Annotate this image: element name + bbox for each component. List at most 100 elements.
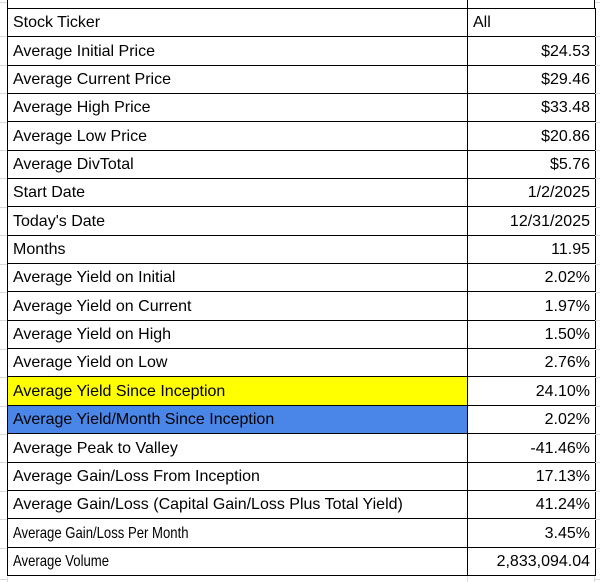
metric-value-cell[interactable]: 2.02% — [467, 263, 596, 293]
gridline-stub-left — [0, 406, 7, 407]
metric-value-cell[interactable]: $33.48 — [467, 93, 596, 123]
table-row: Average Initial Price $24.53 — [7, 36, 596, 66]
table-row: Average DivTotal $5.76 — [7, 149, 596, 180]
metric-label-cell[interactable]: Months — [7, 234, 468, 265]
metric-label: Stock Ticker — [13, 14, 101, 32]
table-row: Average Yield on Initial 2.02% — [7, 263, 596, 293]
metric-value-cell[interactable]: $24.53 — [467, 36, 596, 66]
gridline-stub-left — [0, 93, 7, 94]
table-row: Average Yield on High 1.50% — [7, 319, 596, 350]
metric-value-cell[interactable]: All — [467, 7, 596, 38]
metric-value-cell[interactable]: -41.46% — [467, 433, 596, 463]
gridline-stub-left — [0, 377, 7, 378]
gridline-stub-left — [0, 2, 7, 3]
metric-label: Average High Price — [13, 99, 151, 117]
metric-label: Average Yield on Initial — [13, 269, 176, 287]
metric-value-cell[interactable]: 2.76% — [467, 348, 596, 378]
metric-value: $20.86 — [541, 127, 590, 145]
metric-label: Average Yield Since Inception — [13, 382, 226, 400]
gridline-stub-left — [0, 320, 7, 321]
metric-label-cell[interactable]: Average Yield/Month Since Inception — [7, 404, 468, 435]
metric-value: 1.97% — [544, 297, 590, 315]
metric-label: Average Yield on Low — [13, 354, 168, 372]
metric-value-cell[interactable]: 3.45% — [467, 518, 596, 548]
metric-label-cell[interactable]: Average Low Price — [7, 121, 468, 151]
metric-value-cell[interactable]: 17.13% — [467, 461, 596, 491]
metric-value-cell[interactable]: 12/31/2025 — [467, 206, 596, 236]
metric-label: Average Current Price — [13, 71, 171, 89]
table-row: Start Date 1/2/2025 — [7, 178, 596, 208]
gridline-stub-right — [595, 434, 600, 435]
metric-label-cell[interactable]: Average Yield on Low — [7, 348, 468, 378]
gridline-stub-right — [595, 377, 600, 378]
gridline-stub-right — [595, 519, 600, 520]
metric-label-cell[interactable]: Today's Date — [7, 206, 468, 236]
gridline-stub-right — [595, 548, 600, 549]
metric-label: Average Yield on High — [13, 326, 172, 344]
gridline-stub-right — [595, 235, 600, 236]
metric-label-cell[interactable]: Average Gain/Loss Per Month — [7, 518, 468, 548]
table-row: Average Yield Since Inception 24.10% — [7, 376, 596, 406]
metric-value: $29.46 — [541, 71, 590, 89]
metric-value-cell[interactable]: 1.50% — [467, 319, 596, 350]
gridline-stub-left — [0, 122, 7, 123]
metric-label: Average Low Price — [13, 127, 147, 145]
metric-value: 2.76% — [544, 354, 590, 372]
gridline-stub-right — [595, 349, 600, 350]
gridline-stub-left — [0, 178, 7, 179]
metric-value-cell[interactable]: $29.46 — [467, 64, 596, 95]
metric-label-cell[interactable]: Average DivTotal — [7, 149, 468, 180]
gridline-stub-right — [595, 264, 600, 265]
gridline-stub-left — [0, 65, 7, 66]
metric-value: $5.76 — [549, 156, 590, 174]
gridline-stub-left — [0, 491, 7, 492]
metric-label-cell[interactable]: Start Date — [7, 178, 468, 208]
gridline-stub-right — [595, 65, 600, 66]
metric-label: Average DivTotal — [13, 156, 134, 174]
metric-label-cell[interactable]: Stock Ticker — [7, 7, 468, 38]
metric-label-cell[interactable]: Average Yield on Current — [7, 291, 468, 321]
table-row: Average Volume 2,833,094.04 — [7, 546, 596, 577]
metric-label: Months — [13, 241, 66, 259]
metric-label-cell[interactable]: Average Yield Since Inception — [7, 376, 468, 406]
gridline-stub-left — [0, 462, 7, 463]
gridline-stub-right — [595, 122, 600, 123]
metric-label-cell[interactable]: Average Initial Price — [7, 36, 468, 66]
border-stub-top — [7, 0, 8, 8]
metric-label-cell[interactable]: Average Gain/Loss From Inception — [7, 461, 468, 491]
metric-label-cell[interactable]: Average Yield on Initial — [7, 263, 468, 293]
gridline-stub-left — [0, 235, 7, 236]
metric-value-cell[interactable]: 11.95 — [467, 234, 596, 265]
metric-label-cell[interactable]: Average Gain/Loss (Capital Gain/Loss Plu… — [7, 489, 468, 520]
border-stub-top — [467, 0, 468, 8]
metric-label: Today's Date — [13, 212, 105, 230]
metric-label-cell[interactable]: Average Yield on High — [7, 319, 468, 350]
metric-value: $24.53 — [541, 42, 590, 60]
metric-value: 11.95 — [551, 241, 590, 259]
table-row: Months 11.95 — [7, 234, 596, 265]
metric-label-cell[interactable]: Average Current Price — [7, 64, 468, 95]
gridline-stub-bottom — [467, 577, 468, 582]
metric-label-cell[interactable]: Average High Price — [7, 93, 468, 123]
gridline-stub-left — [0, 548, 7, 549]
table-row: Average Yield on Low 2.76% — [7, 348, 596, 378]
gridline-stub-left — [0, 349, 7, 350]
metric-value-cell[interactable]: $20.86 — [467, 121, 596, 151]
metric-value-cell[interactable]: 1.97% — [467, 291, 596, 321]
metric-value: 2,833,094.04 — [496, 553, 590, 570]
gridline-stub-left — [0, 579, 7, 580]
gridline-stub-right — [595, 36, 600, 37]
gridline-stub-right — [595, 178, 600, 179]
metric-value-cell[interactable]: $5.76 — [467, 149, 596, 180]
metric-value-cell[interactable]: 1/2/2025 — [467, 178, 596, 208]
gridline-stub-right — [595, 406, 600, 407]
metric-label-cell[interactable]: Average Volume — [7, 546, 468, 577]
gridline-stub-left — [0, 150, 7, 151]
metrics-table: Stock Ticker All Average Initial Price $… — [7, 7, 596, 577]
metric-value-cell[interactable]: 2,833,094.04 — [467, 546, 596, 577]
metric-value-cell[interactable]: 2.02% — [467, 404, 596, 435]
metric-value-cell[interactable]: 41.24% — [467, 489, 596, 520]
metric-value-cell[interactable]: 24.10% — [467, 376, 596, 406]
metric-label-cell[interactable]: Average Peak to Valley — [7, 433, 468, 463]
